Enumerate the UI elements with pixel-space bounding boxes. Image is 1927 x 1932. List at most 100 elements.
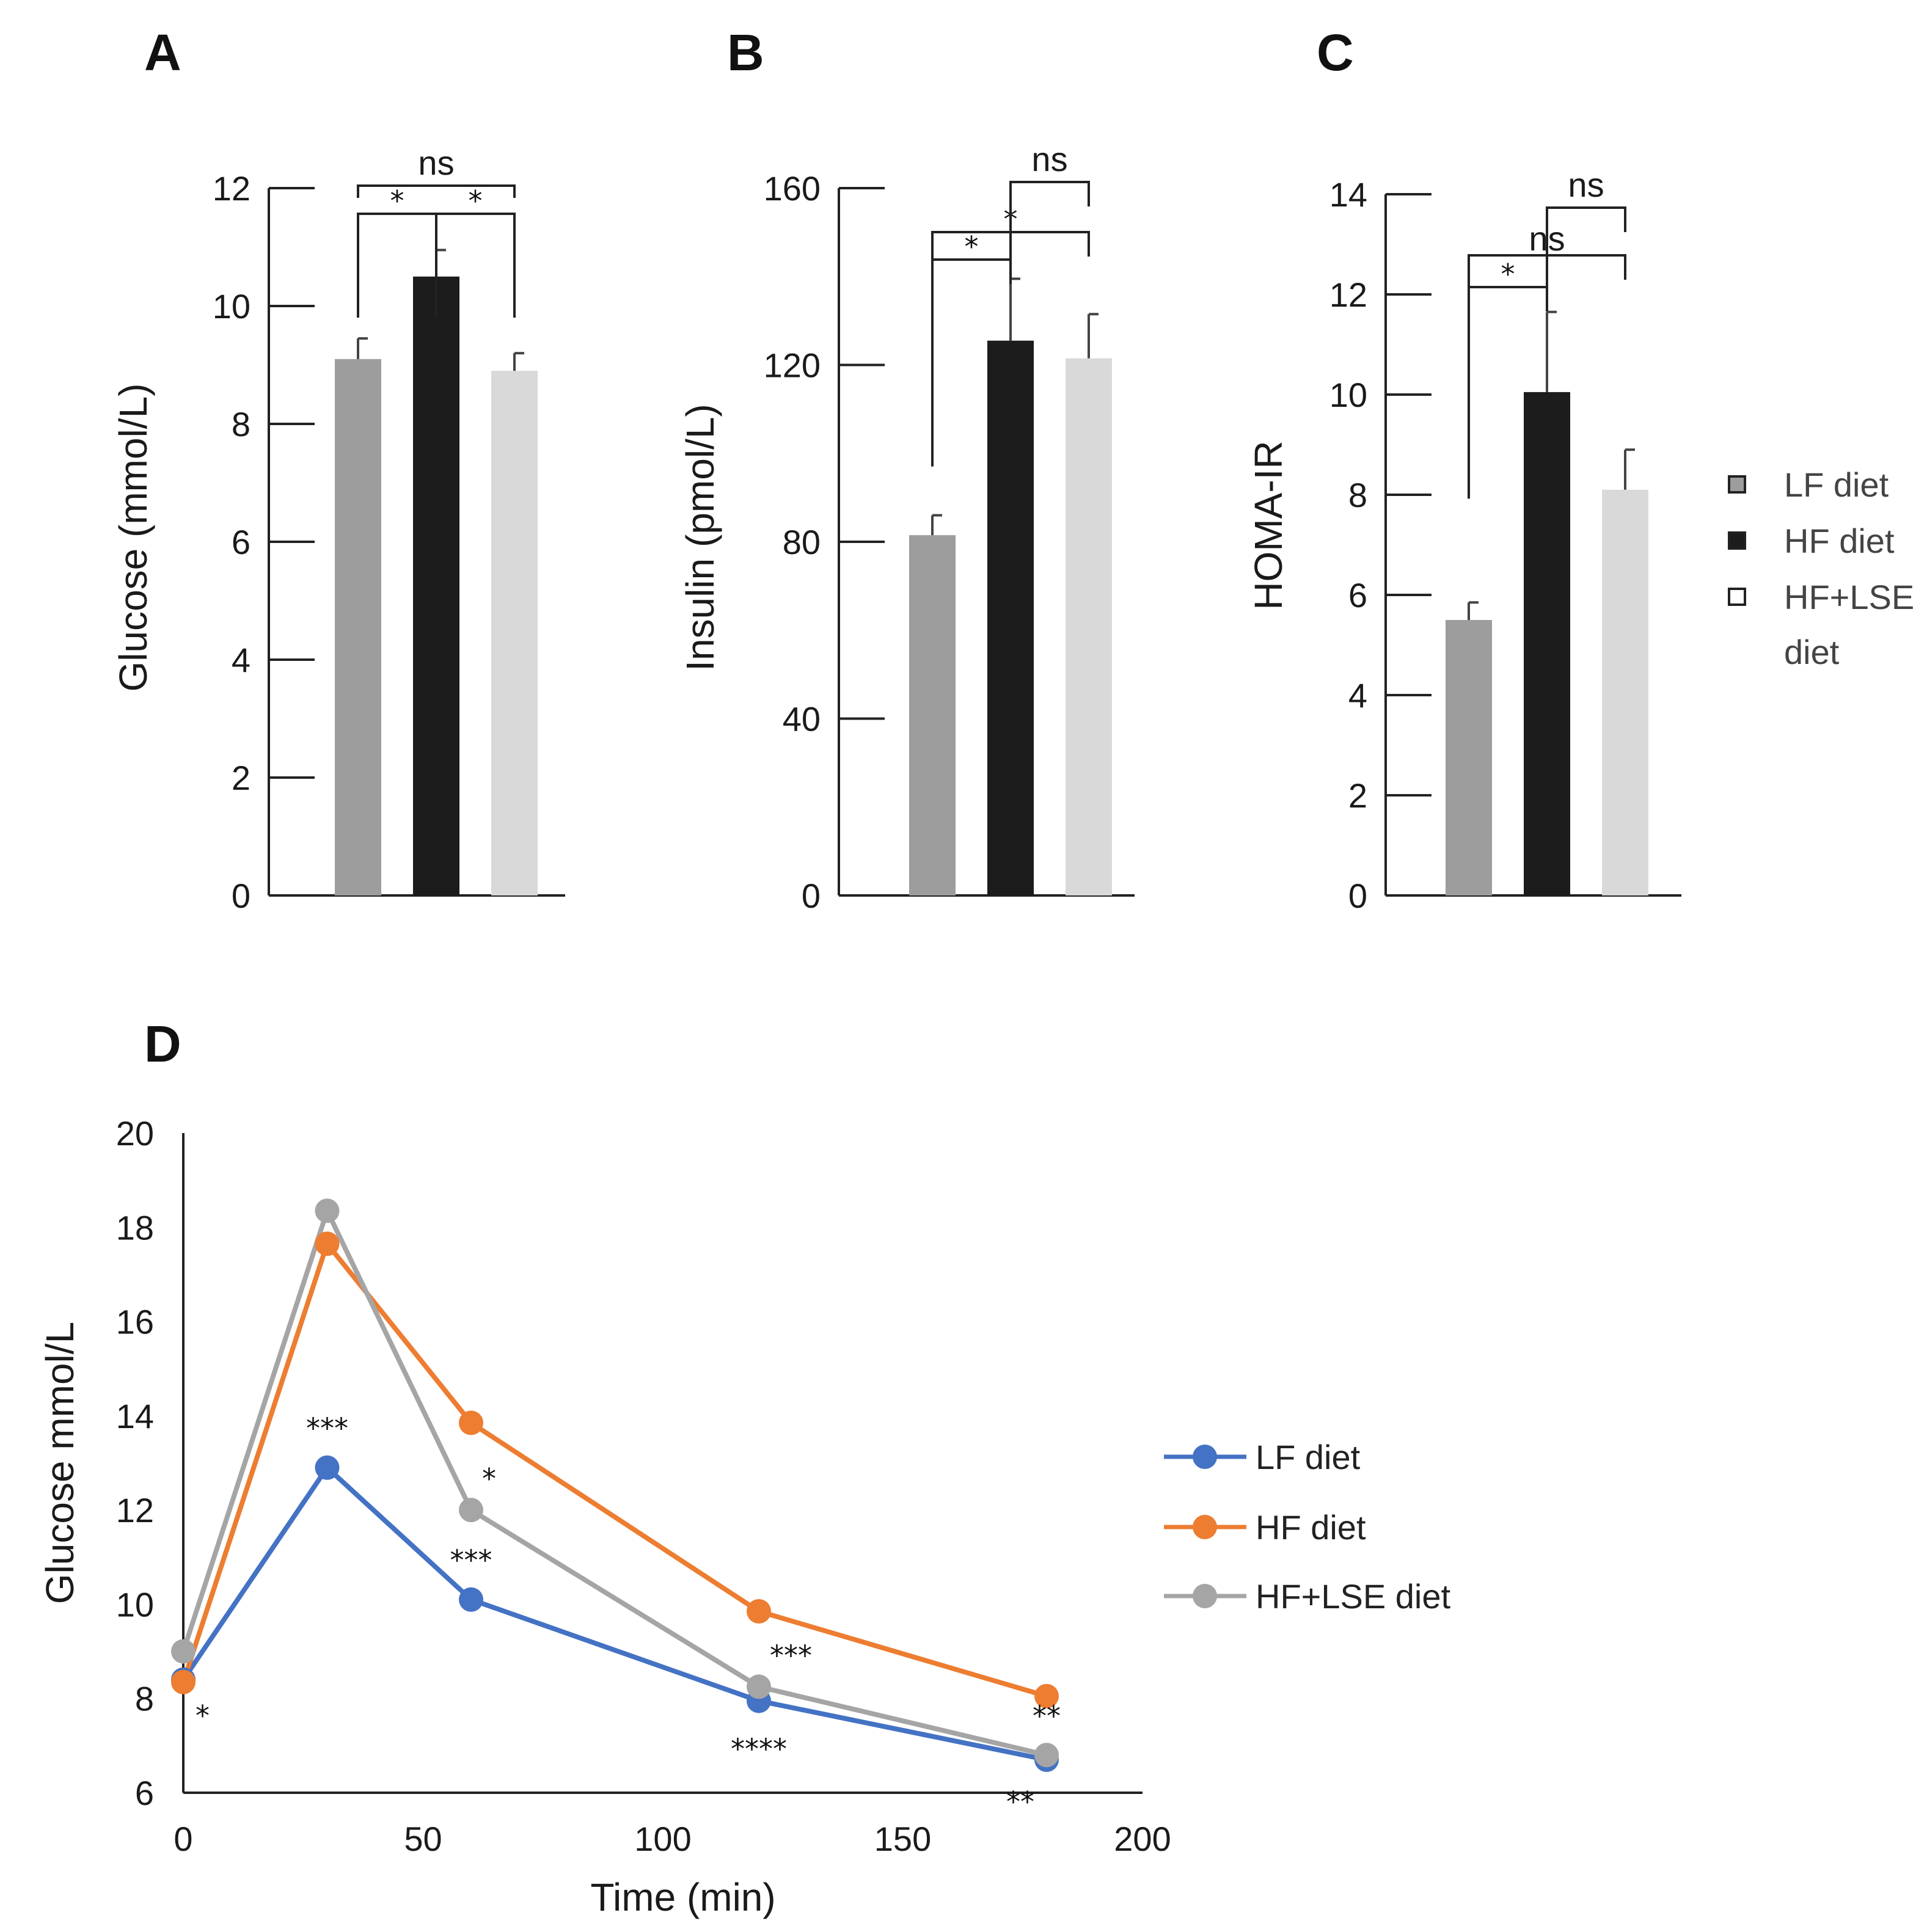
legend-swatch-hf — [1728, 531, 1746, 550]
bar-hf-diet — [987, 340, 1034, 895]
legend-line-label-hf: HF diet — [1256, 1508, 1366, 1547]
y-tick-label: 12 — [213, 169, 250, 208]
legend-line-label-lf: LF diet — [1256, 1438, 1361, 1476]
y-tick-label: 2 — [232, 759, 250, 797]
bar-legend: LF diet HF diet HF+LSE diet — [1728, 465, 1914, 671]
bar-hf-lse-diet — [491, 371, 538, 895]
bar-lf-diet — [1446, 620, 1492, 895]
panel-label-d: D — [144, 1015, 181, 1073]
data-point-lf-diet — [315, 1455, 340, 1480]
legend-label-lse-line2: diet — [1784, 633, 1840, 671]
x-tick-label: 150 — [874, 1820, 931, 1858]
y-tick-label: 0 — [232, 877, 250, 915]
legend-swatch-lse — [1728, 588, 1746, 606]
significance-label: * — [390, 184, 404, 217]
y-tick-label: 8 — [1348, 476, 1367, 514]
y-tick-label: 10 — [213, 287, 250, 326]
bar-lf-diet — [909, 535, 956, 895]
data-point-hf-diet — [459, 1410, 483, 1435]
y-tick-label: 80 — [783, 523, 821, 561]
significance-label: * — [1501, 258, 1515, 291]
y-tick-label: 6 — [135, 1774, 154, 1812]
y-axis-label: Glucose (mmol/L) — [111, 384, 155, 692]
panel-label-a: A — [144, 24, 181, 81]
significance-bracket — [1009, 181, 1090, 261]
y-tick-label: 18 — [116, 1208, 154, 1247]
significance-annotation: * — [482, 1462, 496, 1495]
y-tick-label: 14 — [1329, 175, 1367, 214]
significance-annotation: * — [196, 1699, 210, 1732]
line-legend: LF diet HF diet HF+LSE diet — [1164, 1438, 1450, 1616]
data-point-hf-diet — [171, 1669, 196, 1694]
legend-line-label-lse: HF+LSE diet — [1256, 1577, 1450, 1616]
legend-marker-hf — [1193, 1515, 1217, 1539]
significance-bracket — [1546, 206, 1626, 294]
y-tick-label: 8 — [135, 1680, 154, 1718]
x-tick-label: 100 — [634, 1820, 691, 1858]
significance-annotation: *** — [770, 1639, 812, 1672]
y-tick-label: 12 — [1329, 275, 1367, 314]
y-tick-label: 4 — [1348, 676, 1367, 715]
significance-annotation: **** — [731, 1733, 787, 1766]
data-point-hf-lse-diet — [1034, 1743, 1059, 1768]
y-tick-label: 6 — [232, 523, 250, 561]
series-line-hf-diet — [181, 1241, 1048, 1699]
panel-label-b: B — [727, 24, 764, 81]
significance-label: ns — [1568, 166, 1604, 204]
legend-marker-lse — [1193, 1584, 1217, 1608]
x-axis-label: Time (min) — [590, 1875, 775, 1919]
y-tick-label: 12 — [116, 1491, 154, 1529]
y-tick-label: 16 — [116, 1303, 154, 1341]
y-axis-label: HOMA-IR — [1246, 440, 1290, 610]
significance-annotation: ** — [1006, 1785, 1034, 1818]
significance-annotation: ** — [1033, 1699, 1061, 1732]
legend-label-lf: LF diet — [1784, 465, 1889, 504]
significance-label: ns — [418, 144, 454, 182]
series-line-lf-diet — [181, 1465, 1047, 1762]
y-tick-label: 0 — [1348, 877, 1367, 915]
y-tick-label: 20 — [116, 1114, 154, 1153]
y-tick-label: 160 — [764, 169, 821, 208]
data-point-hf-diet — [1034, 1683, 1059, 1708]
y-tick-label: 14 — [116, 1397, 154, 1435]
bar-hf-diet — [413, 276, 459, 895]
y-tick-label: 40 — [783, 700, 821, 738]
y-tick-label: 120 — [764, 346, 821, 385]
bar-hf-lse-diet — [1066, 358, 1112, 895]
data-point-hf-lse-diet — [747, 1674, 771, 1699]
legend-label-hf: HF diet — [1784, 522, 1895, 560]
y-tick-label: 8 — [232, 405, 250, 443]
bar-lf-diet — [335, 359, 381, 895]
significance-bracket — [435, 213, 516, 318]
y-tick-label: 4 — [232, 641, 250, 679]
y-axis-label: Insulin (pmol/L) — [678, 404, 722, 671]
data-point-hf-lse-diet — [171, 1639, 196, 1664]
y-axis-label: Glucose mmol/L — [38, 1322, 82, 1604]
significance-label: ns — [1031, 140, 1067, 178]
significance-annotation: *** — [450, 1544, 492, 1577]
chart-a-glucose: 0 2 4 6 8 10 12 Glucose (mmol/L) * * ns — [111, 144, 565, 915]
legend-marker-lf — [1193, 1445, 1217, 1469]
significance-bracket — [357, 184, 516, 198]
bar-hf-diet — [1524, 392, 1570, 895]
bar-hf-lse-diet — [1602, 489, 1648, 895]
y-tick-label: 0 — [802, 877, 821, 915]
y-tick-label: 10 — [116, 1585, 154, 1624]
legend-swatch-lf — [1728, 475, 1746, 494]
y-tick-label: 6 — [1348, 576, 1367, 614]
x-tick-label: 50 — [404, 1820, 442, 1858]
data-point-hf-lse-diet — [459, 1498, 483, 1523]
data-point-hf-diet — [747, 1599, 771, 1624]
data-point-lf-diet — [459, 1587, 483, 1612]
data-point-hf-diet — [315, 1231, 340, 1256]
legend-label-lse: HF+LSE — [1784, 578, 1914, 616]
significance-annotation: *** — [306, 1412, 348, 1445]
y-tick-label: 10 — [1329, 376, 1367, 414]
data-point-hf-lse-diet — [315, 1198, 340, 1223]
y-tick-label: 2 — [1348, 776, 1367, 815]
x-tick-label: 0 — [174, 1820, 192, 1858]
